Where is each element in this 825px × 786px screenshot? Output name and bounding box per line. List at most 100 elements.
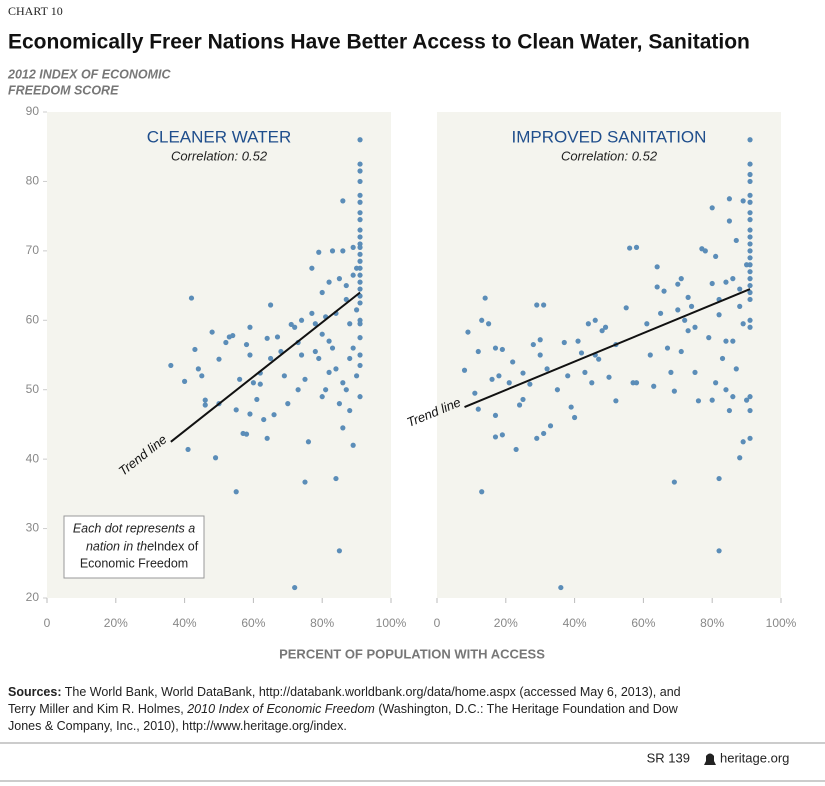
- point: [702, 248, 708, 254]
- point: [544, 366, 550, 372]
- point: [209, 329, 215, 335]
- point: [578, 350, 585, 356]
- point: [592, 317, 598, 323]
- x-axis-label: PERCENT OF POPULATION WITH ACCESS: [279, 646, 545, 661]
- point: [678, 348, 684, 355]
- point: [747, 282, 753, 289]
- point: [537, 352, 543, 358]
- point: [534, 302, 540, 308]
- point: [333, 475, 339, 482]
- point: [606, 374, 612, 380]
- panel-subtitle: Correlation: 0.52: [561, 148, 658, 163]
- point: [726, 196, 733, 202]
- point: [309, 265, 315, 271]
- point: [726, 407, 733, 414]
- point: [658, 310, 664, 316]
- panel-title: CLEANER WATER: [147, 127, 292, 146]
- point: [237, 376, 243, 382]
- point: [247, 324, 253, 330]
- point: [309, 310, 315, 316]
- point: [747, 289, 753, 296]
- point: [202, 402, 208, 408]
- point: [323, 387, 329, 393]
- point: [730, 338, 736, 344]
- point: [654, 284, 660, 290]
- point: [654, 264, 660, 270]
- point: [713, 253, 719, 260]
- point: [357, 394, 363, 400]
- panel-title: IMPROVED SANITATION: [512, 127, 707, 146]
- point: [357, 265, 363, 271]
- point: [357, 286, 363, 292]
- point: [685, 294, 691, 300]
- point: [182, 378, 188, 384]
- point: [329, 345, 336, 351]
- point: [747, 210, 753, 216]
- point: [479, 317, 485, 323]
- point: [644, 321, 650, 327]
- point: [230, 332, 236, 339]
- point: [216, 356, 222, 362]
- point: [537, 337, 543, 343]
- point: [572, 414, 578, 421]
- point: [723, 338, 729, 344]
- y-tick-label: 30: [26, 521, 40, 535]
- point: [357, 362, 363, 369]
- plot-area: [437, 112, 781, 598]
- x-tick-label: 100%: [376, 616, 407, 630]
- point: [475, 406, 481, 412]
- point: [675, 281, 681, 287]
- y-tick-label: 90: [26, 104, 40, 118]
- point: [747, 217, 753, 223]
- point: [675, 307, 681, 313]
- point: [185, 446, 191, 453]
- point: [747, 435, 753, 441]
- point: [747, 407, 753, 414]
- y-axis-label: FREEDOM SCORE: [8, 83, 119, 97]
- point: [192, 346, 198, 353]
- point: [285, 401, 291, 407]
- point: [499, 346, 505, 353]
- x-tick-label: 100%: [766, 616, 797, 630]
- point: [737, 303, 743, 309]
- point: [565, 373, 571, 379]
- point: [357, 161, 363, 167]
- point: [254, 396, 260, 403]
- point: [329, 248, 336, 254]
- point: [461, 367, 468, 373]
- point: [261, 416, 267, 423]
- point: [716, 475, 722, 482]
- y-tick-label: 40: [26, 451, 40, 465]
- point: [347, 321, 353, 327]
- point: [706, 335, 712, 341]
- point: [168, 362, 174, 369]
- point: [740, 321, 746, 327]
- annotation: Index of: [154, 539, 199, 553]
- point: [340, 198, 346, 204]
- y-axis-label: 2012 INDEX OF ECONOMIC: [7, 67, 172, 81]
- point: [357, 217, 363, 223]
- point: [357, 272, 363, 278]
- x-tick-label: 20%: [104, 616, 128, 630]
- site: heritage.org: [720, 750, 789, 765]
- point: [534, 435, 540, 441]
- point: [671, 479, 677, 485]
- point: [730, 394, 736, 400]
- point: [354, 307, 360, 313]
- point: [465, 329, 471, 335]
- point: [633, 244, 640, 250]
- point: [561, 339, 567, 346]
- point: [281, 373, 287, 379]
- point: [747, 192, 753, 198]
- point: [350, 244, 356, 250]
- point: [357, 137, 363, 143]
- y-tick-label: 60: [26, 312, 40, 326]
- point: [737, 455, 743, 461]
- chart-label: CHART 10: [8, 4, 63, 18]
- point: [747, 161, 753, 167]
- point: [257, 381, 263, 387]
- point: [264, 335, 270, 341]
- bell-icon: [704, 753, 716, 765]
- point: [250, 380, 256, 386]
- x-tick-label: 40%: [173, 616, 197, 630]
